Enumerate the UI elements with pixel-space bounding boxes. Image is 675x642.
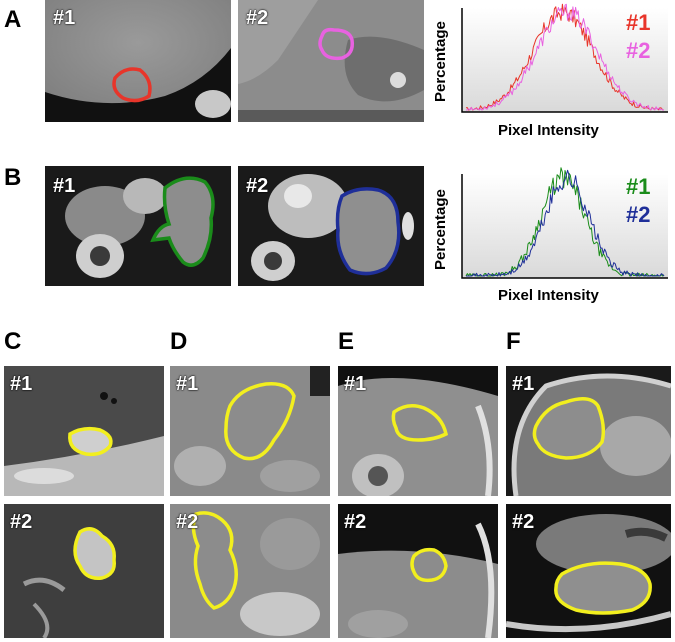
- case-tag: #1: [512, 373, 535, 395]
- case-tag: #2: [246, 175, 269, 197]
- contour-d1: [224, 382, 296, 461]
- ct-image-d2: #2: [170, 504, 330, 638]
- panel-label-a: A: [4, 6, 22, 33]
- case-tag: #2: [246, 7, 269, 29]
- ct-image-c2: #2: [4, 504, 164, 638]
- contour-f2: [554, 561, 652, 615]
- y-axis-title: Percentage: [432, 189, 449, 270]
- series-line-2: [466, 169, 665, 277]
- contour-a1: [112, 67, 152, 103]
- contour-e1: [391, 404, 449, 442]
- panel-label-f: F: [506, 328, 521, 355]
- ct-image-e2: #2: [338, 504, 498, 638]
- ct-image-e1: #1: [338, 366, 498, 496]
- series-line-2: [466, 3, 664, 111]
- histogram-a-plot: [461, 3, 668, 113]
- panel-label-c: C: [4, 328, 22, 355]
- plot-area: [462, 8, 668, 112]
- ct-image-f1: #1: [506, 366, 671, 496]
- axes: [461, 8, 668, 113]
- contour-c2: [73, 527, 116, 580]
- panel-label-e: E: [338, 328, 355, 355]
- panel-label-b: B: [4, 164, 22, 191]
- x-axis-title: Pixel Intensity: [498, 122, 599, 139]
- ct-image-a1: #1: [45, 0, 231, 122]
- case-tag: #1: [344, 373, 367, 395]
- contour-e2: [410, 547, 448, 583]
- case-tag: #1: [10, 373, 33, 395]
- ct-image-b2: #2: [238, 166, 424, 286]
- ct-image-a2: #2: [238, 0, 424, 122]
- y-axis-title: Percentage: [432, 21, 449, 102]
- histogram-a: Percentage Pixel Intensity #1 #2: [428, 0, 675, 160]
- histogram-b-plot: [461, 167, 668, 279]
- contour-b2: [335, 187, 401, 276]
- legend-entry-1: #1: [626, 174, 651, 199]
- contour-d2: [191, 511, 238, 610]
- ct-image-f2: #2: [506, 504, 671, 638]
- case-tag: #1: [176, 373, 199, 395]
- legend-entry-2: #2: [626, 202, 651, 227]
- legend-entry-2: #2: [626, 38, 651, 63]
- case-tag: #2: [344, 511, 367, 533]
- contour-f1: [532, 397, 606, 460]
- contour-c1: [68, 426, 113, 457]
- plot-area: [462, 174, 668, 278]
- ct-image-b1: #1: [45, 166, 231, 286]
- case-tag: #1: [53, 7, 76, 29]
- histogram-b: Percentage Pixel Intensity #1 #2: [428, 166, 675, 316]
- contour-b1: [150, 176, 215, 267]
- axes: [461, 174, 668, 279]
- contour-a2: [318, 27, 355, 61]
- case-tag: #1: [53, 175, 76, 197]
- panel-label-d: D: [170, 328, 188, 355]
- case-tag: #2: [176, 511, 199, 533]
- case-tag: #2: [10, 511, 33, 533]
- case-tag: #2: [512, 511, 535, 533]
- x-axis-title: Pixel Intensity: [498, 287, 599, 304]
- legend-entry-1: #1: [626, 10, 651, 35]
- ct-image-d1: #1: [170, 366, 330, 496]
- ct-image-c1: #1: [4, 366, 164, 496]
